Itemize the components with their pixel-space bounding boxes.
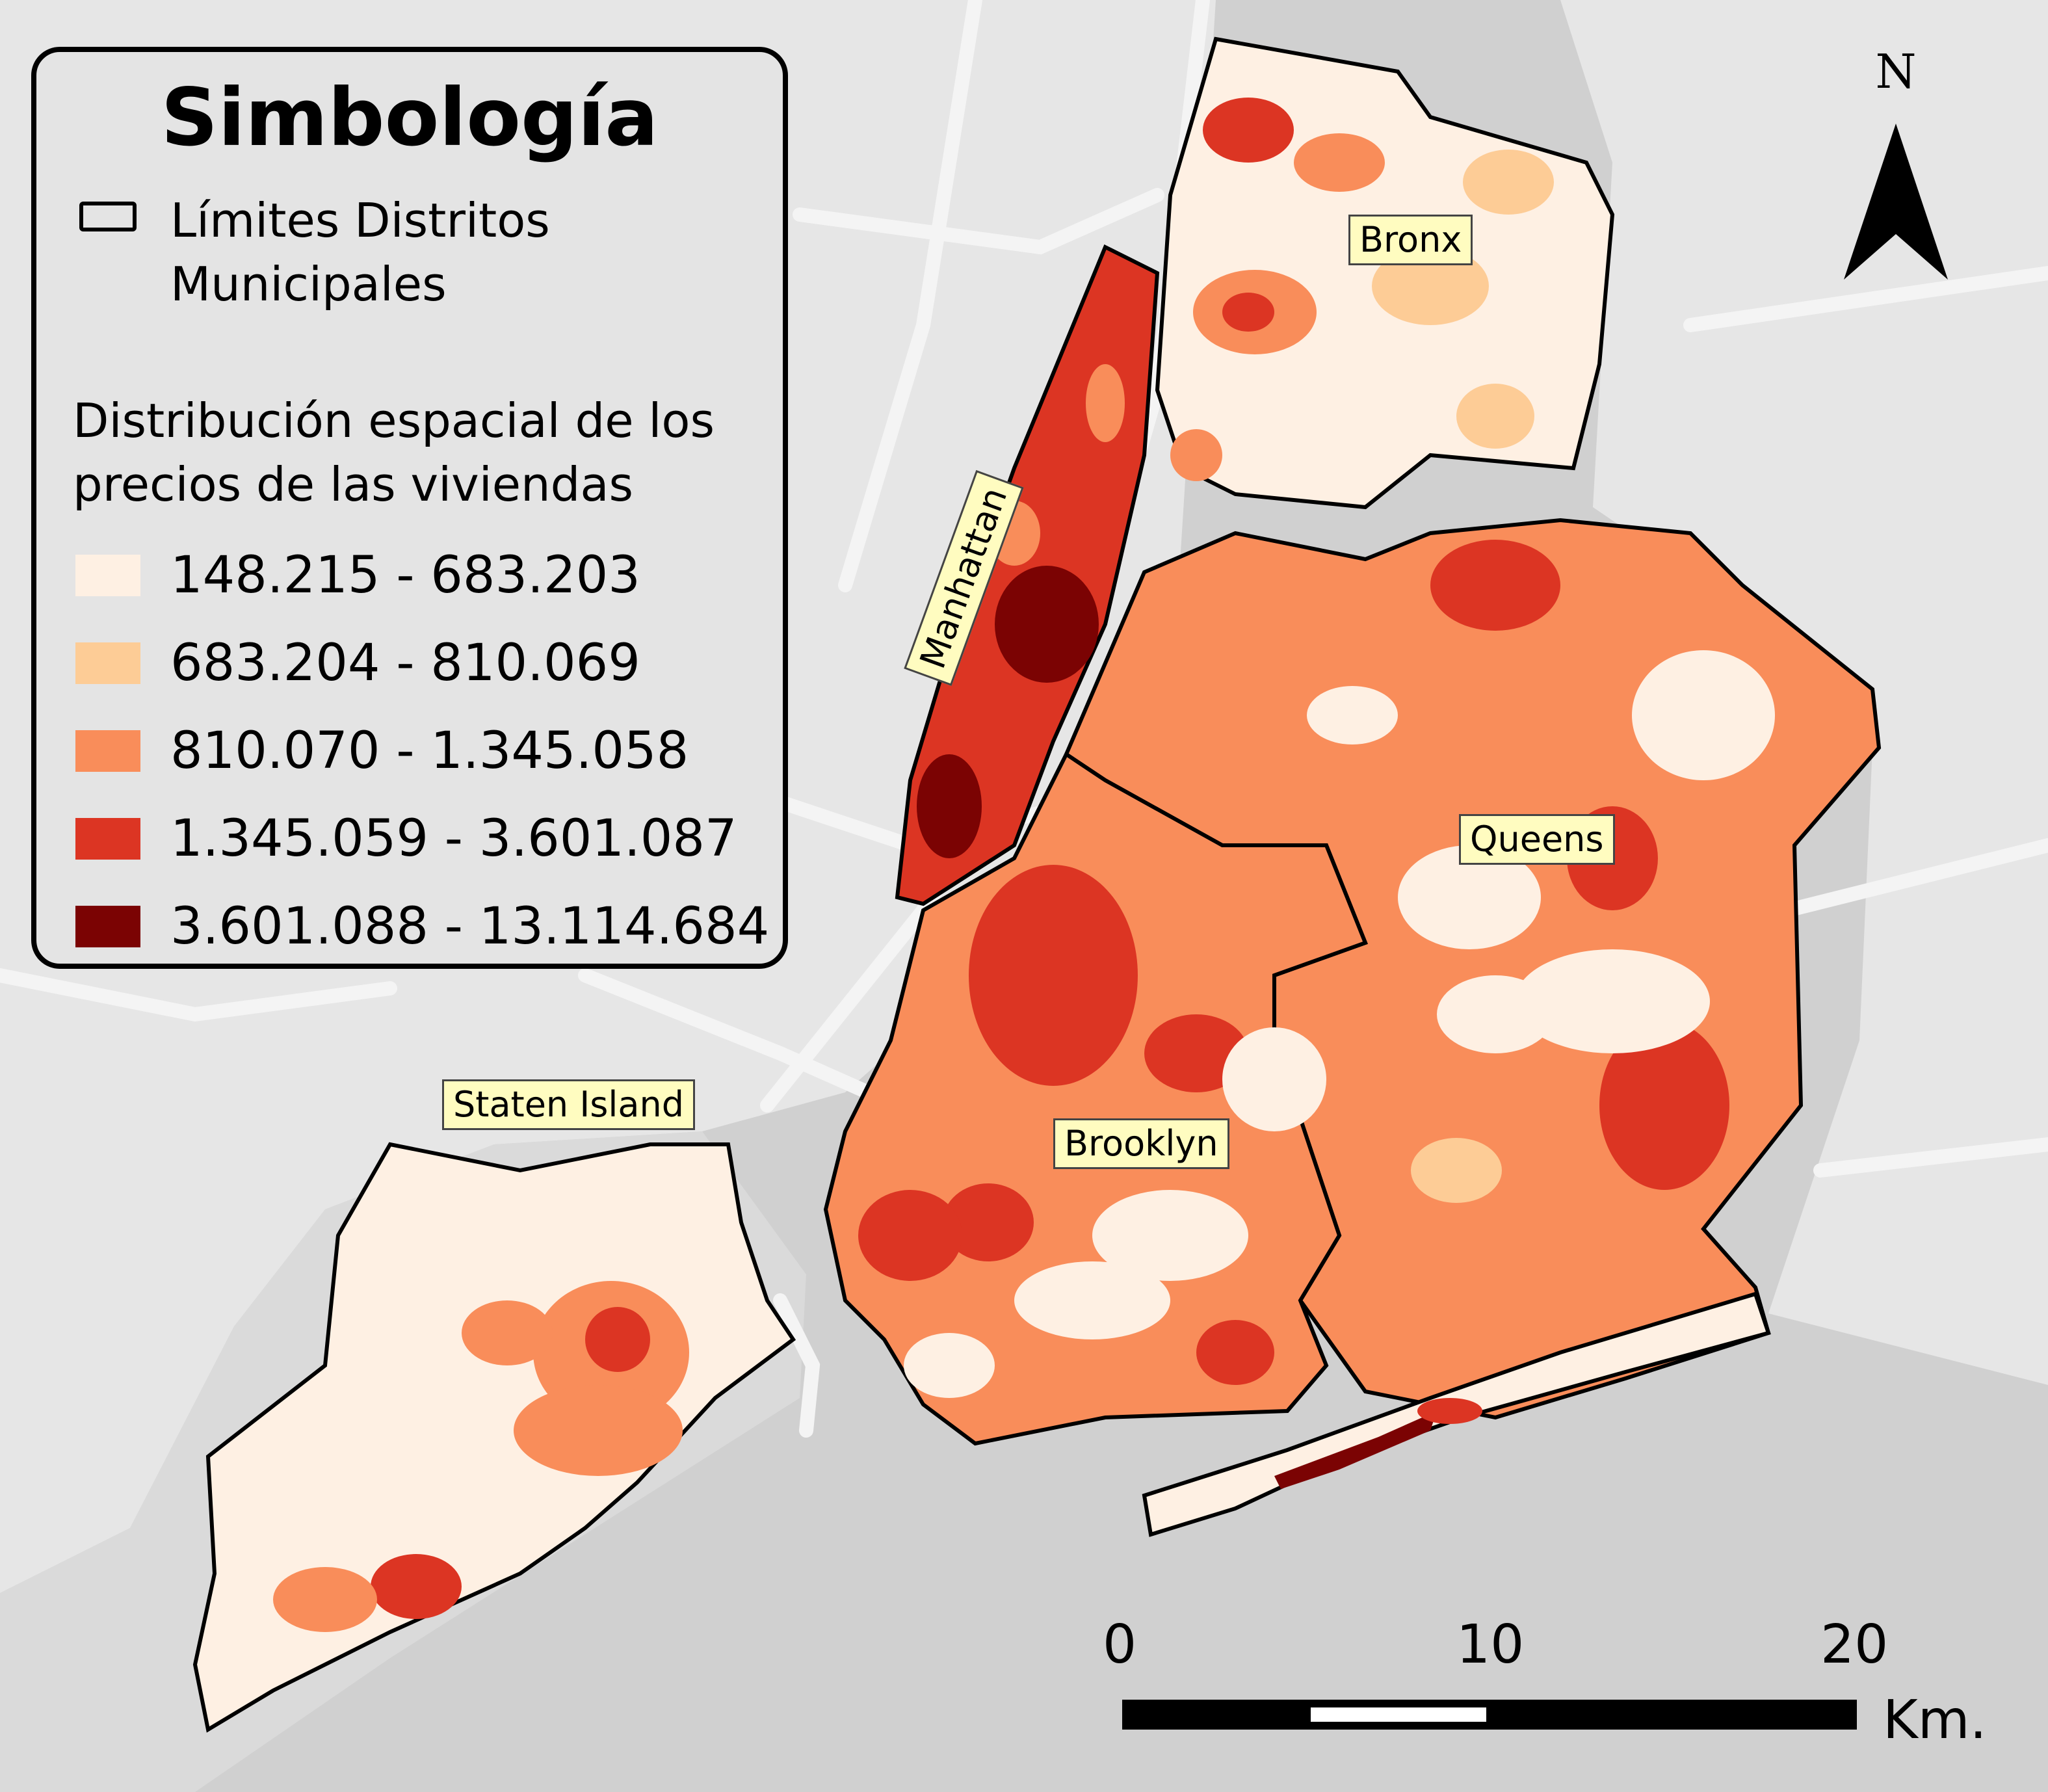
brooklyn-district [823, 751, 1368, 1446]
legend-swatch [75, 555, 140, 596]
place-label-bronx: Bronx [1348, 215, 1473, 265]
legend-panel: Simbología Límites Distritos Municipales… [31, 47, 788, 969]
queens-district [1064, 518, 1882, 1420]
scale-tick-0: 0 [1103, 1614, 1137, 1676]
boundary-swatch [79, 202, 137, 231]
staten-island-district [192, 1142, 796, 1733]
legend-swatch [75, 818, 140, 860]
north-letter: N [1875, 44, 1917, 99]
north-arrow: N [1844, 46, 1948, 286]
place-label-queens: Queens [1459, 814, 1615, 865]
scale-unit: Km. [1883, 1689, 1987, 1751]
legend-swatch [75, 730, 140, 772]
manhattan-district [895, 244, 1160, 906]
legend-swatch [75, 642, 140, 684]
scale-tick-10: 10 [1456, 1614, 1525, 1676]
legend-title: Simbología [161, 72, 659, 164]
legend-swatch [75, 906, 140, 947]
distribution-heading: Distribución espacial de los precios de … [73, 393, 715, 512]
legend-label: 810.070 - 1.345.058 [170, 722, 689, 780]
legend-label: 3.601.088 - 13.114.684 [170, 897, 770, 956]
place-label-staten-island: Staten Island [442, 1079, 695, 1130]
north-arrow-icon [1844, 124, 1948, 280]
scale-tick-20: 20 [1820, 1614, 1889, 1676]
place-label-brooklyn: Brooklyn [1053, 1118, 1229, 1169]
legend-label: 148.215 - 683.203 [170, 546, 640, 605]
legend-label: 1.345.059 - 3.601.087 [170, 810, 737, 868]
rockaway-district [1142, 1291, 1771, 1537]
legend-label: 683.204 - 810.069 [170, 634, 640, 692]
boundary-label: Límites Distritos Municipales [170, 193, 550, 311]
scale-bar: 0 10 20 Km. [1103, 1561, 1987, 1756]
scale-bar-graphic [1122, 1700, 1857, 1730]
long-island-land [1560, 0, 2048, 1385]
bronx-district [1155, 36, 1615, 510]
